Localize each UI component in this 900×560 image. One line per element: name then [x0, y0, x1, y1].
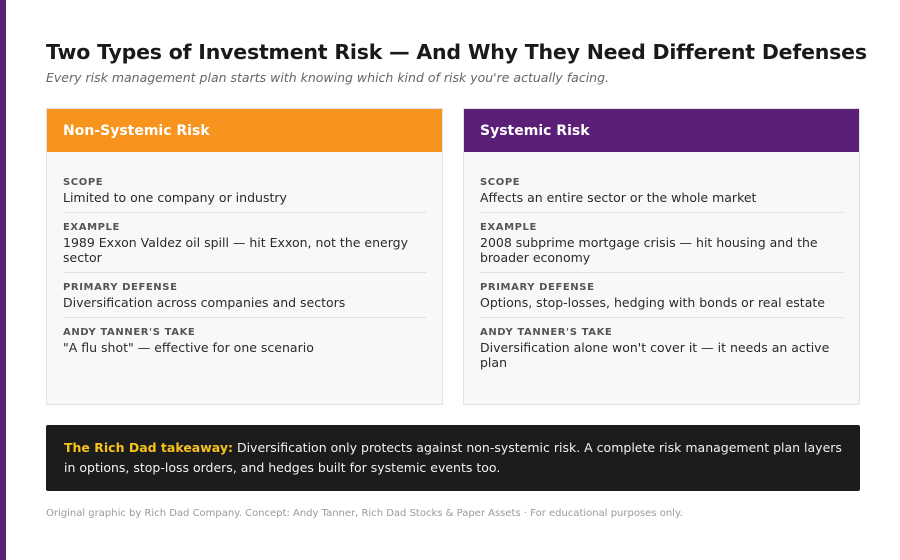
- row-value: "A flu shot" — effective for one scenari…: [63, 340, 314, 355]
- row-example: EXAMPLE 1989 Exxon Valdez oil spill — hi…: [63, 221, 426, 273]
- row-label: SCOPE: [63, 177, 104, 188]
- row-value: Diversification alone won't cover it — i…: [480, 340, 830, 370]
- row-scope: SCOPE Limited to one company or industry: [63, 176, 426, 213]
- row-primary-defense: PRIMARY DEFENSE Options, stop-losses, he…: [480, 281, 843, 318]
- row-scope: SCOPE Affects an entire sector or the wh…: [480, 176, 843, 213]
- accent-bar: [0, 0, 6, 560]
- page-subtitle: Every risk management plan starts with k…: [46, 70, 609, 85]
- non-systemic-risk-card: Non-Systemic Risk SCOPE Limited to one c…: [46, 108, 443, 405]
- row-primary-defense: PRIMARY DEFENSE Diversification across c…: [63, 281, 426, 318]
- page-title: Two Types of Investment Risk — And Why T…: [46, 40, 867, 64]
- footer-credit: Original graphic by Rich Dad Company. Co…: [46, 508, 683, 519]
- row-andy-tanner-take: ANDY TANNER'S TAKE "A flu shot" — effect…: [63, 326, 426, 362]
- row-label: SCOPE: [480, 177, 521, 188]
- row-label: PRIMARY DEFENSE: [480, 282, 595, 293]
- row-value: Options, stop-losses, hedging with bonds…: [480, 295, 825, 310]
- takeaway-lead: The Rich Dad takeaway:: [64, 440, 233, 455]
- row-label: ANDY TANNER'S TAKE: [63, 327, 196, 338]
- row-label: EXAMPLE: [63, 222, 120, 233]
- row-value: 1989 Exxon Valdez oil spill — hit Exxon,…: [63, 235, 408, 265]
- systemic-risk-card: Systemic Risk SCOPE Affects an entire se…: [463, 108, 860, 405]
- row-value: Limited to one company or industry: [63, 190, 287, 205]
- card-header: Systemic Risk: [464, 109, 859, 152]
- row-label: PRIMARY DEFENSE: [63, 282, 178, 293]
- card-rows: SCOPE Limited to one company or industry…: [47, 152, 442, 362]
- row-label: ANDY TANNER'S TAKE: [480, 327, 613, 338]
- row-example: EXAMPLE 2008 subprime mortgage crisis — …: [480, 221, 843, 273]
- takeaway-box: The Rich Dad takeaway: Diversification o…: [46, 425, 860, 491]
- card-header: Non-Systemic Risk: [47, 109, 442, 152]
- takeaway-text: Diversification only protects against no…: [64, 440, 842, 475]
- row-value: Diversification across companies and sec…: [63, 295, 346, 310]
- row-value: 2008 subprime mortgage crisis — hit hous…: [480, 235, 818, 265]
- row-value: Affects an entire sector or the whole ma…: [480, 190, 757, 205]
- row-andy-tanner-take: ANDY TANNER'S TAKE Diversification alone…: [480, 326, 843, 377]
- row-label: EXAMPLE: [480, 222, 537, 233]
- card-rows: SCOPE Affects an entire sector or the wh…: [464, 152, 859, 377]
